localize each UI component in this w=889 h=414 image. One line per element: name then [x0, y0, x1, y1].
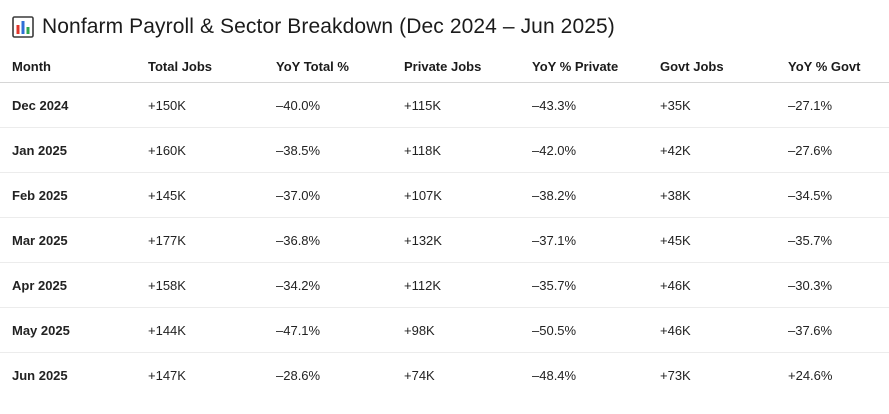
column-header-month: Month [0, 50, 136, 83]
column-header-govt-jobs: Govt Jobs [648, 50, 776, 83]
cell-month: May 2025 [0, 307, 136, 353]
cell-yoy-govt: –27.6% [776, 127, 889, 173]
cell-total-jobs: +144K [136, 307, 264, 353]
cell-yoy-total: –38.5% [264, 127, 392, 173]
bar-chart-icon [12, 16, 34, 38]
cell-yoy-govt: –27.1% [776, 82, 889, 128]
cell-private-jobs: +98K [392, 307, 520, 353]
cell-private-jobs: +107K [392, 172, 520, 218]
table-row: Jan 2025 +160K –38.5% +118K –42.0% +42K –27.6% [0, 127, 889, 173]
cell-month: Feb 2025 [0, 172, 136, 218]
cell-yoy-total: –40.0% [264, 82, 392, 128]
cell-private-jobs: +112K [392, 262, 520, 308]
cell-total-jobs: +177K [136, 217, 264, 263]
cell-yoy-total: –36.8% [264, 217, 392, 263]
table-row: Dec 2024 +150K –40.0% +115K –43.3% +35K –27.1% [0, 82, 889, 128]
cell-govt-jobs: +45K [648, 217, 776, 263]
cell-month: Jan 2025 [0, 127, 136, 173]
cell-month: Apr 2025 [0, 262, 136, 308]
title-row: Nonfarm Payroll & Sector Breakdown (Dec … [12, 12, 615, 42]
cell-govt-jobs: +73K [660, 367, 691, 383]
table-row: May 2025 +144K –47.1% +98K –50.5% +46K –37.6% [0, 307, 889, 353]
column-header-private-jobs: Private Jobs [392, 50, 520, 83]
cell-govt-jobs: +38K [648, 172, 776, 218]
header-row: Month Total Jobs YoY Total % Private Job… [0, 50, 889, 83]
cell-yoy-private: –43.3% [520, 82, 648, 128]
table-row: Apr 2025 +158K –34.2% +112K –35.7% +46K –30.3% [0, 262, 889, 308]
cell-yoy-private: –42.0% [520, 127, 648, 173]
cell-yoy-private: –37.1% [520, 217, 648, 263]
cell-total-jobs: +158K [136, 262, 264, 308]
cell-yoy-govt: –35.7% [776, 217, 889, 263]
cell-month: Mar 2025 [0, 217, 136, 263]
cell-yoy-govt: –34.5% [776, 172, 889, 218]
cell-total-jobs: +150K [136, 82, 264, 128]
cell-total-jobs: +147K [148, 367, 186, 383]
column-header-yoy-private: YoY % Private [520, 50, 648, 83]
page-title: Nonfarm Payroll & Sector Breakdown (Dec … [42, 15, 615, 38]
cell-total-jobs: +145K [136, 172, 264, 218]
cell-private-jobs: +115K [392, 82, 520, 128]
cell-yoy-private: –50.5% [520, 307, 648, 353]
cell-yoy-private: –38.2% [520, 172, 648, 218]
table-row: Feb 2025 +145K –37.0% +107K –38.2% +38K –34.5% [0, 172, 889, 218]
table-header: Month Total Jobs YoY Total % Private Job… [0, 50, 889, 83]
table-row: Jun 2025 +147K –28.6% +74K –48.4% +73K +24.6% [0, 353, 889, 398]
cell-govt-jobs: +35K [648, 82, 776, 128]
cell-yoy-total: –47.1% [264, 307, 392, 353]
cell-govt-jobs: +46K [648, 307, 776, 353]
column-header-total-jobs: Total Jobs [136, 50, 264, 83]
cell-govt-jobs: +46K [648, 262, 776, 308]
column-header-yoy-govt: YoY % Govt [776, 50, 889, 83]
cell-private-jobs: +132K [392, 217, 520, 263]
cell-private-jobs: +74K [404, 367, 435, 383]
cell-govt-jobs: +42K [648, 127, 776, 173]
cell-yoy-govt: –37.6% [776, 307, 889, 353]
cell-yoy-private: –48.4% [532, 367, 577, 383]
cell-yoy-govt: +24.6% [788, 367, 833, 383]
payroll-table: Month Total Jobs YoY Total % Private Job… [0, 50, 889, 397]
cell-yoy-govt: –30.3% [776, 262, 889, 308]
cell-total-jobs: +160K [136, 127, 264, 173]
table-body: Dec 2024 +150K –40.0% +115K –43.3% +35K –27.1%… [0, 82, 889, 398]
cell-month: Jun 2025 [12, 367, 68, 383]
cell-yoy-total: –37.0% [264, 172, 392, 218]
cell-month: Dec 2024 [0, 82, 136, 128]
cell-yoy-total: –28.6% [276, 367, 321, 383]
cell-yoy-total: –34.2% [264, 262, 392, 308]
column-header-yoy-total: YoY Total % [264, 50, 392, 83]
cell-private-jobs: +118K [392, 127, 520, 173]
table-row: Mar 2025 +177K –36.8% +132K –37.1% +45K –35.7% [0, 217, 889, 263]
cell-yoy-private: –35.7% [520, 262, 648, 308]
